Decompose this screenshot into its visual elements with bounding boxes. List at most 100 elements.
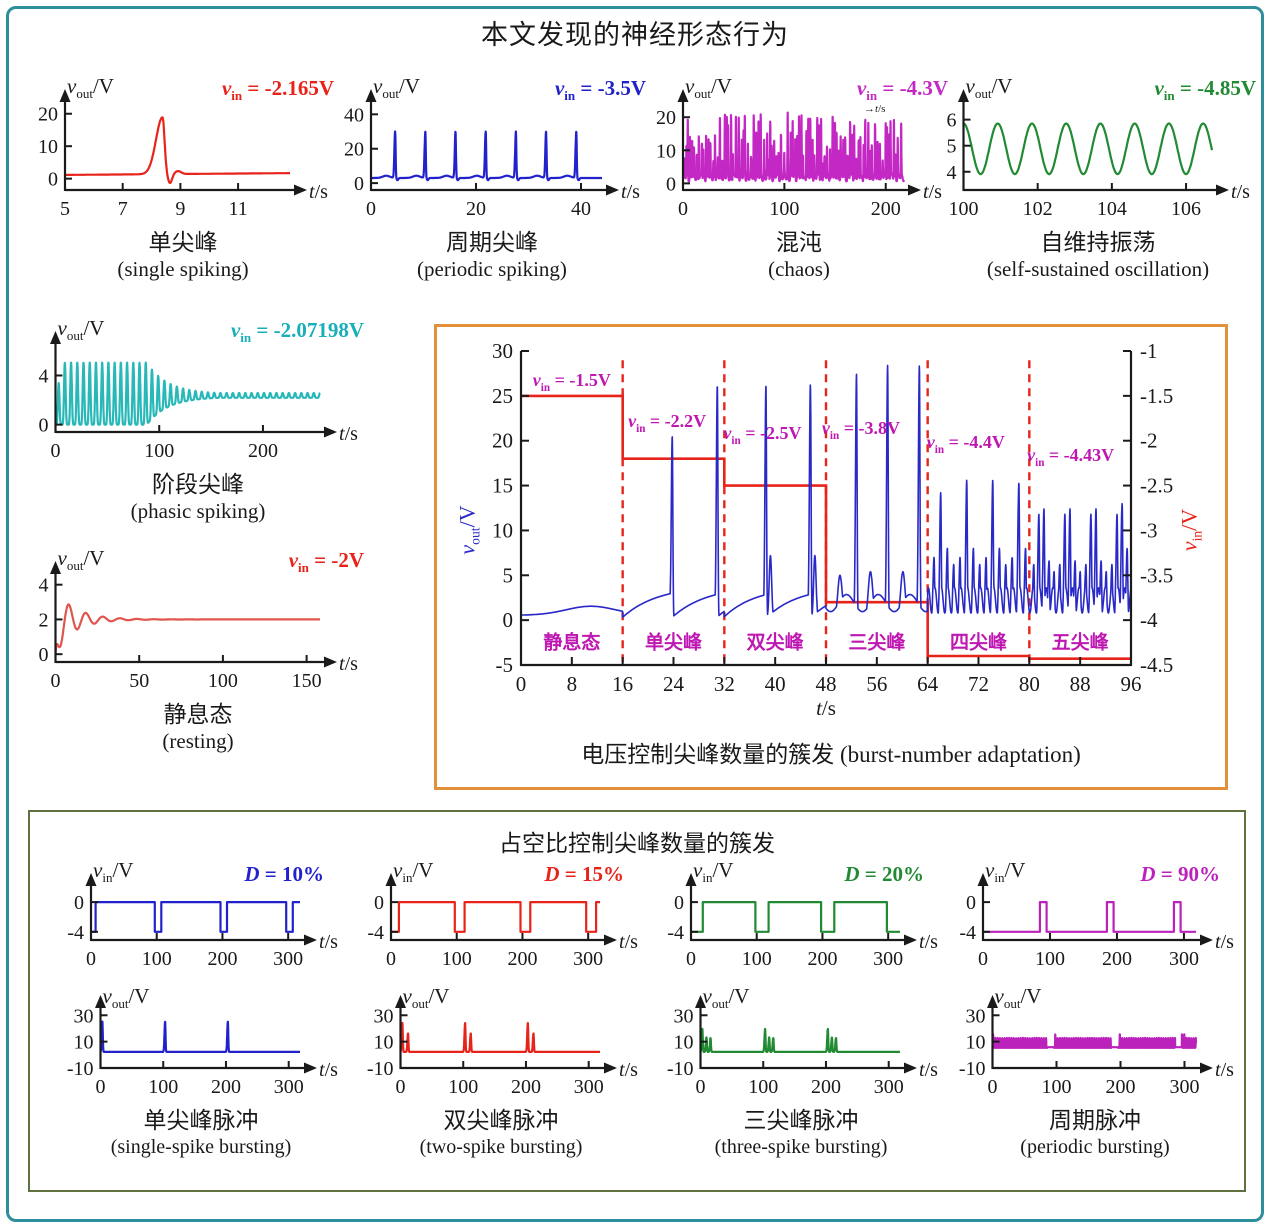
single-spiking-panel: 5 7 9 11 0 10 20 t/s vout/V vin = -2.165V 单尖峰 (si… [30,74,336,283]
svg-text:5: 5 [947,136,957,158]
phasic-spiking-plot: 0 100 200 0 4 t/s vout/V vin = -2.07198V [30,316,366,468]
svg-text:0: 0 [96,1076,106,1098]
region-label: 四尖峰 [949,632,1008,654]
svg-text:0: 0 [503,608,514,632]
svg-text:-10: -10 [367,1058,394,1080]
svg-text:t/s: t/s [919,931,938,953]
ann-label: vin = -2V [288,548,364,576]
svg-text:-10: -10 [667,1058,694,1080]
svg-text:0: 0 [966,892,976,914]
ylab-label: vout/V [702,984,750,1012]
svg-text:102: 102 [1023,198,1053,220]
svg-text:25: 25 [492,384,513,408]
duty-input-20-plot: 0 100 200 300 0 -4 t/s vin/V D = 20% [656,858,946,976]
caption-en: (periodic spiking) [417,257,567,282]
caption-cn: 混沌 [776,230,822,255]
svg-text:104: 104 [1097,198,1127,220]
svg-text:0: 0 [86,948,96,970]
ann-label: D = 10% [244,862,324,886]
ylab-label: vout/V [373,74,420,102]
burst-number-adaptation-plot: 0 8 16 24 32 40 48 56 64 72 80 88 96 30 25 20 15 10 5 0 -5 -1… [453,339,1205,721]
ylab-label: vin/V [693,858,734,886]
svg-text:24: 24 [663,672,685,696]
svg-text:0: 0 [74,892,84,914]
ann-label: D = 15% [544,862,624,886]
ann-label: D = 20% [844,862,924,886]
svg-text:300: 300 [1169,1076,1199,1098]
svg-text:-1.5: -1.5 [1140,384,1173,408]
svg-text:200: 200 [248,440,278,462]
svg-text:0: 0 [696,1076,706,1098]
caption-cn: 三尖峰脉冲 [743,1108,859,1133]
svg-text:100: 100 [142,948,172,970]
three-spike-bursting-plot: 0 100 200 300 30 10 -10 t/s vout/V [656,984,946,1104]
svg-text:t/s: t/s [1215,1059,1234,1081]
svg-text:0: 0 [386,948,396,970]
svg-text:200: 200 [207,948,237,970]
svg-text:-3: -3 [1140,518,1158,542]
caption-en: (single spiking) [117,257,249,282]
caption-cn: 单尖峰 [148,230,218,255]
duty-input-90-plot: 0 100 200 300 0 -4 t/s vin/V D = 90% [948,858,1242,976]
svg-text:0: 0 [366,198,376,220]
svg-text:-2: -2 [1140,429,1158,453]
phasic-spiking-panel: 0 100 200 0 4 t/s vout/V vin = -2.07198V 阶段尖峰 (… [30,316,366,525]
svg-text:106: 106 [1171,198,1201,220]
svg-text:7: 7 [118,198,128,220]
periodic-spiking-caption: 周期尖峰 (periodic spiking) [336,229,648,283]
periodic-bursting-caption: 周期脉冲 (periodic bursting) [948,1107,1242,1159]
svg-text:t/s: t/s [619,931,638,953]
svg-text:100: 100 [769,198,799,220]
svg-text:8: 8 [567,672,578,696]
svg-text:-4: -4 [667,922,684,944]
svg-text:-4: -4 [367,922,384,944]
svg-text:300: 300 [574,1076,604,1098]
region-label: 三尖峰 [848,632,906,654]
ylab-label: vout/V [67,74,114,102]
svg-text:15: 15 [492,474,513,498]
duty-burst-panel: 占空比控制尖峰数量的簇发 0 100 200 300 0 -4 t/s vin/V D = 10… [28,810,1246,1192]
svg-text:6: 6 [947,110,957,132]
svg-text:0: 0 [39,644,49,666]
caption-cn: 双尖峰脉冲 [443,1108,559,1133]
svg-text:200: 200 [811,1076,841,1098]
three-spike-bursting-caption: 三尖峰脉冲 (three-spike bursting) [656,1107,946,1159]
ylab-label: vout/V [994,984,1042,1012]
svg-text:100: 100 [208,670,238,692]
vin-ann-label: vin = -2.2V [628,410,707,435]
ylab-label: vin/V [985,858,1026,886]
svg-text:20: 20 [492,429,513,453]
vin-ann-label: vin = -1.5V [532,369,611,394]
svg-text:0: 0 [51,670,61,692]
svg-text:4: 4 [39,365,49,387]
svg-text:t/s: t/s [816,696,836,720]
svg-text:0: 0 [666,173,676,195]
svg-text:-2.5: -2.5 [1140,474,1173,498]
vin-ann-label: vin = -4.43V [1027,445,1115,469]
svg-text:30: 30 [74,1005,94,1027]
svg-text:100: 100 [1035,948,1065,970]
ylab-label: vout/V [102,984,150,1012]
svg-text:150: 150 [292,670,322,692]
svg-text:10: 10 [966,1032,986,1054]
svg-text:300: 300 [874,1076,904,1098]
ylab-label: vout/V [402,984,450,1012]
region-label: 双尖峰 [746,632,804,654]
ann-label: vin = -2.07198V [230,318,364,346]
svg-text:0: 0 [374,892,384,914]
svg-text:5: 5 [503,563,514,587]
duty-column-1: 0 100 200 300 0 -4 t/s vin/V D = 10% 0 100 200 300 3… [56,858,346,1159]
svg-text:72: 72 [968,672,989,696]
svg-text:56: 56 [866,672,887,696]
caption-cn: 单尖峰脉冲 [143,1108,259,1133]
caption-en: (three-spike bursting) [714,1136,888,1159]
svg-text:100: 100 [1041,1076,1071,1098]
svg-text:-4: -4 [959,922,976,944]
svg-text:96: 96 [1121,672,1142,696]
single-spike-bursting-plot: 0 100 200 300 30 10 -10 t/s vout/V [56,984,346,1104]
svg-text:4: 4 [947,162,957,184]
region-label: 五尖峰 [1051,632,1109,654]
voltage-burst-caption: 电压控制尖峰数量的簇发 (burst-number adaptation) [581,742,1081,767]
self-sustained-panel: 100 102 104 106 4 5 6 t/s vout/V vin = -4.85V 自维持… [938,74,1258,283]
